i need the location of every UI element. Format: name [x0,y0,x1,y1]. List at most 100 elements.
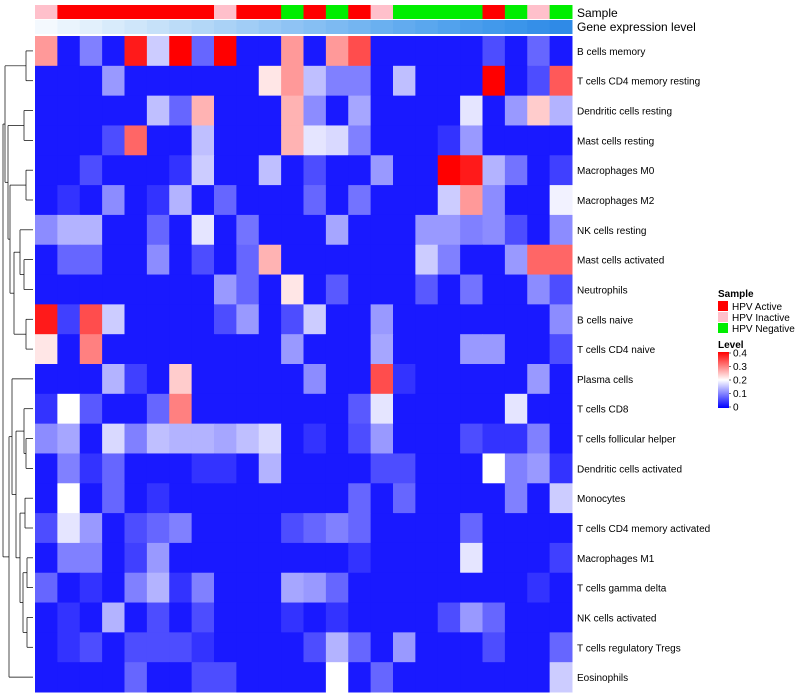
heatmap-cell [79,65,103,97]
heatmap-cell [415,274,439,305]
heatmap-cell [57,274,81,305]
heatmap-cell [258,95,282,126]
heatmap-cell [303,572,327,604]
heatmap-cell [460,304,483,335]
heatmap-cell [35,65,58,97]
heatmap-cell [281,334,304,365]
heatmap-cell [236,423,260,454]
heatmap-cell [437,334,461,365]
heatmap-cell [191,244,215,276]
heatmap-cell [504,125,528,156]
heatmap-cell [169,602,193,633]
heatmap-cell [303,274,327,305]
row-dendrogram [2,50,33,678]
heatmap-cell [57,125,81,156]
heatmap-cell [281,214,304,246]
heatmap-cell [527,632,551,663]
heatmap-cell [281,155,304,186]
heatmap-cell [124,334,148,365]
expression-annotation-cell [370,20,394,34]
heatmap-cell [169,572,193,604]
heatmap-cell [281,393,304,425]
heatmap-cell [281,304,304,335]
heatmap-cell [124,423,148,454]
heatmap-cell [370,274,394,305]
heatmap-cell [482,572,506,604]
heatmap-cell [348,513,372,544]
heatmap-cell [35,602,58,633]
heatmap-cell [415,65,439,97]
heatmap-cell [146,36,170,67]
heatmap-cell [57,513,81,544]
heatmap-cell [393,274,416,305]
heatmap-cell [102,542,125,574]
heatmap-cell [527,304,551,335]
heatmap-cell [146,364,170,395]
heatmap-cell [79,36,103,67]
heatmap-cell [393,244,416,276]
heatmap-cell [303,95,327,126]
heatmap-cell [527,513,551,544]
heatmap-cell [191,453,215,484]
row-label: Neutrophils [577,285,628,296]
heatmap-cell [549,36,573,67]
heatmap-cell [325,244,349,276]
heatmap-cell [482,513,506,544]
heatmap-cell [146,125,170,156]
heatmap-cell [258,304,282,335]
heatmap-cell [348,36,372,67]
heatmap-cell [169,364,193,395]
heatmap-cell [79,155,103,186]
heatmap-cell [549,334,573,365]
heatmap-cell [236,364,260,395]
heatmap-cell [415,185,439,216]
heatmap-cell [57,95,81,126]
heatmap-cell [258,513,282,544]
heatmap-cell [415,572,439,604]
heatmap-cell [437,95,461,126]
heatmap-cell [35,125,58,156]
heatmap-cell [370,453,394,484]
legend-tick-label: 0.1 [733,389,747,400]
legend-tick-label: 0.3 [733,362,747,373]
heatmap-cell [236,155,260,186]
heatmap-cell [258,572,282,604]
heatmap-cell [146,393,170,425]
heatmap-cell [370,95,394,126]
legend-tick-label: 0.4 [733,349,747,360]
heatmap-cell [325,602,349,633]
heatmap-cell [460,453,483,484]
heatmap-cell [79,602,103,633]
heatmap-cell [348,334,372,365]
heatmap-cell [124,304,148,335]
heatmap-cell [124,125,148,156]
heatmap-cell [370,304,394,335]
heatmap-cell [146,304,170,335]
heatmap-cell [527,572,551,604]
heatmap-cell [437,513,461,544]
heatmap-cell [214,214,237,246]
heatmap-cell [146,483,170,514]
expression-annotation-cell [504,20,528,34]
sample-annotation-cell [393,5,416,19]
heatmap-cell [303,542,327,574]
heatmap-cell [169,334,193,365]
heatmap-cell [504,304,528,335]
row-label: Dendritic cells activated [577,464,682,475]
heatmap-cell [258,274,282,305]
legend-tick-label: 0.2 [733,376,747,387]
heatmap-cell [258,602,282,633]
heatmap-cell [236,542,260,574]
sample-annotation-cell [79,5,103,19]
expression-annotation-cell [281,20,304,34]
heatmap-cell [124,95,148,126]
heatmap-cell [191,36,215,67]
heatmap-cell [325,65,349,97]
heatmap-cell [35,244,58,276]
heatmap-cell [549,125,573,156]
heatmap-cell [527,214,551,246]
heatmap-cell [236,572,260,604]
heatmap-cell [325,214,349,246]
heatmap-cell [504,632,528,663]
row-label: Macrophages M0 [577,166,655,177]
